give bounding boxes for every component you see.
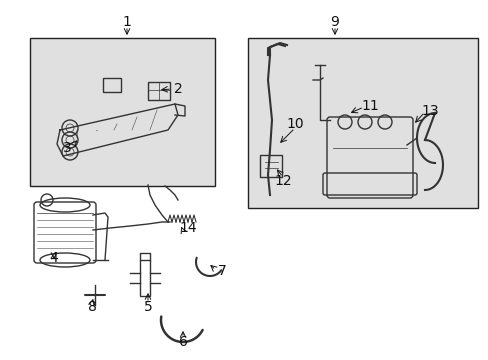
Bar [103, 78, 121, 92]
Text: 13: 13 [420, 104, 438, 118]
Text: 4: 4 [49, 251, 58, 265]
Text: 3: 3 [62, 141, 71, 155]
Text: 14: 14 [179, 221, 196, 235]
Text: 7: 7 [217, 264, 226, 278]
Bar [30, 38, 215, 186]
Text: 1: 1 [122, 15, 131, 29]
Text: 11: 11 [360, 99, 378, 113]
Text: 12: 12 [274, 174, 291, 188]
Bar [247, 38, 477, 208]
Bar [148, 82, 170, 100]
Bar [140, 260, 150, 296]
Bar [260, 155, 282, 177]
Text: 2: 2 [173, 82, 182, 96]
Text: 5: 5 [143, 300, 152, 314]
Text: 8: 8 [87, 300, 96, 314]
Text: 10: 10 [285, 117, 303, 131]
Text: 9: 9 [330, 15, 339, 29]
Text: 6: 6 [178, 335, 187, 349]
